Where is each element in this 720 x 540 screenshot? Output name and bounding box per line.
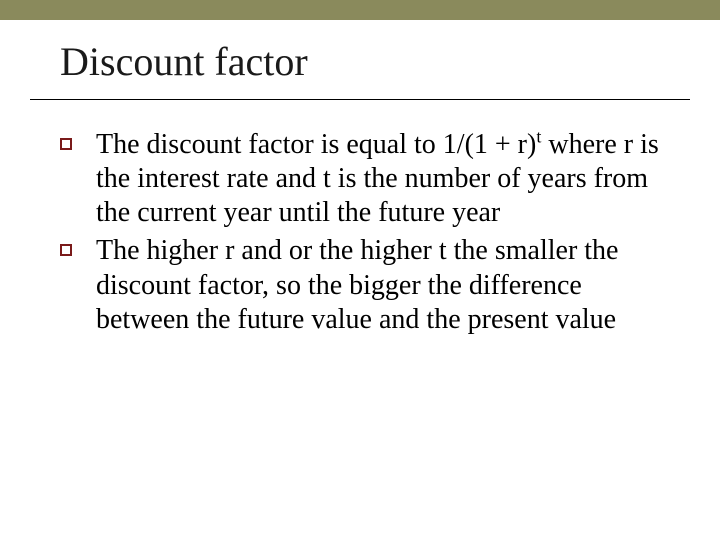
content-area: The discount factor is equal to 1/(1 + r…: [0, 100, 720, 337]
bullet-text: The discount factor is equal to 1/(1 + r…: [96, 128, 660, 230]
bullet-item: The discount factor is equal to 1/(1 + r…: [60, 128, 660, 230]
square-bullet-icon: [60, 138, 72, 150]
top-accent-bar: [0, 0, 720, 20]
bullet-item: The higher r and or the higher t the sma…: [60, 234, 660, 336]
title-area: Discount factor: [0, 20, 720, 99]
bullet-text-prefix: The discount factor is equal to 1/(1 + r…: [96, 129, 536, 160]
bullet-text-prefix: The higher r and or the higher t the sma…: [96, 235, 618, 334]
slide-title: Discount factor: [60, 38, 720, 85]
square-bullet-icon: [60, 244, 72, 256]
bullet-text: The higher r and or the higher t the sma…: [96, 234, 660, 336]
